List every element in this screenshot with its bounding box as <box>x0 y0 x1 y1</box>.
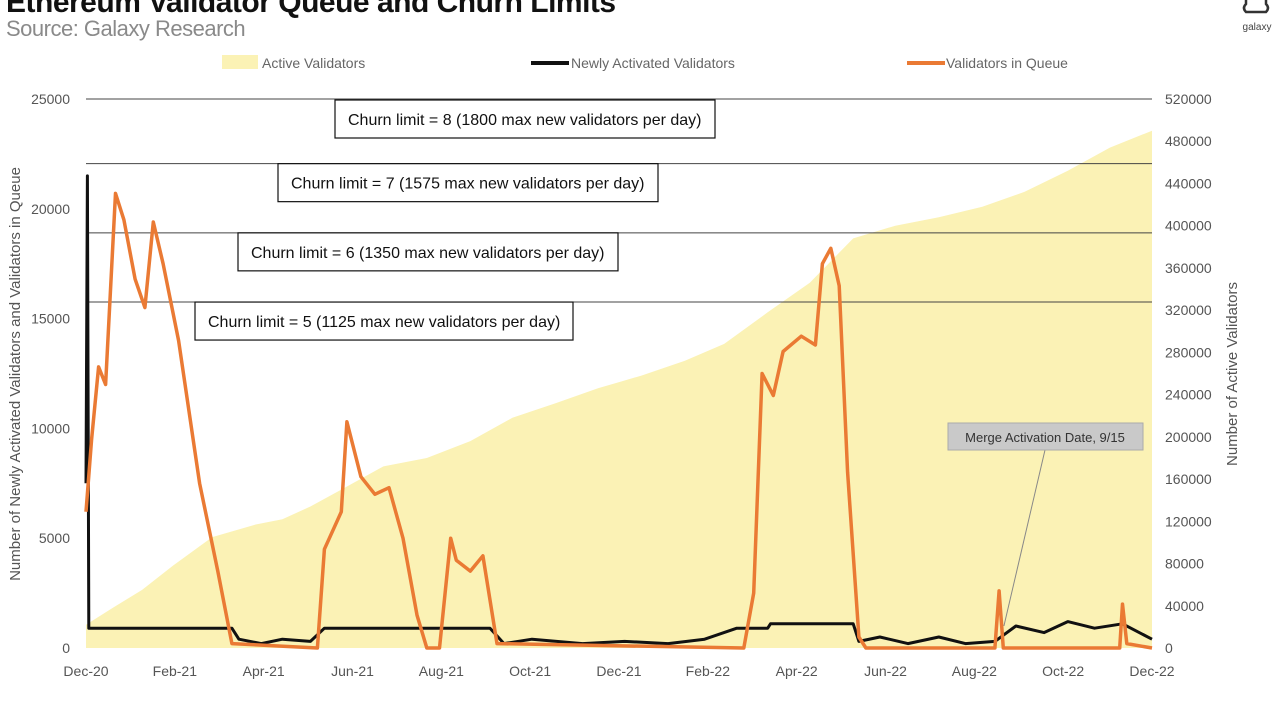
churn-limit-lines: Churn limit = 8 (1800 max new validators… <box>86 98 1152 341</box>
x-tick-label: Jun-22 <box>864 663 907 679</box>
churn-limit-label: Churn limit = 7 (1575 max new validators… <box>291 176 645 193</box>
legend-label-newly-activated: Newly Activated Validators <box>571 55 735 71</box>
y-left-tick-label: 15000 <box>31 311 70 327</box>
y-left-tick-label: 10000 <box>31 420 70 436</box>
churn-limit-box <box>237 232 619 272</box>
merge-annotation-box <box>947 422 1144 451</box>
merge-annotation-label: Merge Activation Date, 9/15 <box>965 430 1125 445</box>
y-right-tick-label: 400000 <box>1165 218 1212 234</box>
churn-limit-label: Churn limit = 8 (1800 max new validators… <box>348 112 702 129</box>
annotations: Merge Activation Date, 9/15 <box>947 422 1144 627</box>
x-tick-label: Aug-21 <box>419 663 464 679</box>
x-tick-label: Aug-22 <box>952 663 997 679</box>
y-right-tick-label: 240000 <box>1165 387 1212 403</box>
y-left-axis-title: Number of Newly Activated Validators and… <box>7 167 24 581</box>
y-right-tick-label: 160000 <box>1165 471 1212 487</box>
y-right-tick-label: 200000 <box>1165 429 1212 445</box>
legend-swatch-active-validators <box>222 55 258 69</box>
y-right-tick-label: 120000 <box>1165 513 1212 529</box>
newly-activated-line <box>84 174 1153 646</box>
y-right-tick-label: 80000 <box>1165 556 1204 572</box>
x-tick-label: Oct-22 <box>1042 663 1084 679</box>
x-tick-label: Feb-22 <box>686 663 731 679</box>
axes: 0 5000 10000 15000 20000 25000 0 40000 80000 1200… <box>7 91 1241 679</box>
x-tick-label: Feb-21 <box>153 663 198 679</box>
legend-label-validators-in-queue: Validators in Queue <box>946 55 1068 71</box>
y-left-tick-label: 20000 <box>31 201 70 217</box>
merge-annotation-pointer <box>1003 449 1046 627</box>
y-right-tick-label: 440000 <box>1165 175 1212 191</box>
legend: Active Validators Newly Activated Validat… <box>222 55 1068 71</box>
y-right-tick-label: 0 <box>1165 640 1173 656</box>
active-validators-area <box>86 130 1152 648</box>
source-label: Source: Galaxy Research <box>6 16 246 41</box>
y-right-tick-label: 280000 <box>1165 344 1212 360</box>
y-right-axis-title: Number of Active Validators <box>1224 282 1241 466</box>
y-right-tick-label: 320000 <box>1165 302 1212 318</box>
y-right-tick-label: 40000 <box>1165 598 1204 614</box>
page-title: Ethereum Validator Queue and Churn Limit… <box>6 0 616 19</box>
churn-limit-box <box>194 301 574 341</box>
x-tick-label: Jun-21 <box>331 663 374 679</box>
logo-text: galaxy <box>1242 22 1272 33</box>
y-right-tick-label: 520000 <box>1165 91 1212 107</box>
active-validators-area-layer <box>86 130 1152 648</box>
y-right-tick-label: 480000 <box>1165 133 1212 149</box>
x-tick-label: Dec-20 <box>63 663 108 679</box>
x-tick-label: Oct-21 <box>509 663 551 679</box>
churn-limit-box <box>334 99 716 139</box>
x-tick-label: Dec-21 <box>596 663 641 679</box>
y-left-tick-label: 0 <box>62 640 70 656</box>
churn-limit-box <box>277 163 659 203</box>
churn-limit-label: Churn limit = 6 (1350 max new validators… <box>251 245 605 262</box>
churn-limit-label: Churn limit = 5 (1125 max new validators… <box>208 314 560 331</box>
legend-label-active-validators: Active Validators <box>262 55 365 71</box>
galaxy-logo-icon <box>1242 0 1270 14</box>
validators-in-queue-line <box>84 191 1153 650</box>
x-tick-label: Dec-22 <box>1129 663 1174 679</box>
x-tick-label: Apr-22 <box>776 663 818 679</box>
x-tick-label: Apr-21 <box>243 663 285 679</box>
y-left-tick-label: 25000 <box>31 91 70 107</box>
y-left-tick-label: 5000 <box>39 530 70 546</box>
series-lines <box>84 174 1153 650</box>
y-right-tick-label: 360000 <box>1165 260 1212 276</box>
